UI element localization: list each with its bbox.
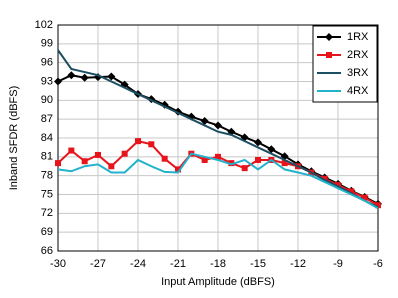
y-tick-label: 90 bbox=[41, 94, 53, 106]
marker bbox=[255, 156, 261, 163]
marker bbox=[335, 182, 341, 189]
y-tick-label: 72 bbox=[41, 207, 53, 219]
marker bbox=[254, 138, 262, 147]
marker bbox=[81, 158, 88, 165]
series-line bbox=[57, 49, 379, 208]
y-tick-label: 96 bbox=[41, 57, 53, 69]
x-tick-label: -27 bbox=[90, 258, 106, 270]
legend-label: 1RX bbox=[347, 31, 369, 43]
legend-box bbox=[312, 25, 378, 103]
marker bbox=[108, 163, 115, 170]
marker bbox=[281, 160, 288, 167]
legend-label: 3RX bbox=[347, 67, 369, 79]
marker bbox=[200, 117, 209, 126]
marker bbox=[228, 160, 235, 167]
marker bbox=[241, 165, 248, 172]
marker bbox=[325, 33, 333, 41]
marker bbox=[348, 188, 355, 195]
y-tick-label: 102 bbox=[35, 19, 53, 31]
legend-label: 2RX bbox=[347, 49, 369, 61]
marker bbox=[161, 155, 168, 162]
x-tick-label: -15 bbox=[250, 258, 266, 270]
x-tick-label: -9 bbox=[333, 258, 343, 270]
x-tick-label: -18 bbox=[210, 258, 226, 270]
y-tick-label: 93 bbox=[41, 75, 53, 87]
x-tick-label: -21 bbox=[170, 258, 186, 270]
y-tick-label: 99 bbox=[41, 38, 53, 50]
y-tick-label: 84 bbox=[41, 132, 53, 144]
marker bbox=[321, 175, 328, 182]
y-tick-label: 69 bbox=[41, 226, 53, 238]
legend-label: 4RX bbox=[347, 85, 369, 97]
marker bbox=[107, 72, 116, 81]
x-tick-label: -6 bbox=[373, 258, 383, 270]
marker bbox=[68, 147, 75, 154]
marker bbox=[95, 151, 101, 158]
marker bbox=[54, 77, 62, 86]
y-tick-label: 75 bbox=[41, 188, 53, 200]
marker bbox=[375, 202, 381, 209]
x-axis-label: Input Amplitude (dBFS) bbox=[161, 276, 275, 288]
y-tick-label: 78 bbox=[41, 170, 53, 182]
marker bbox=[267, 145, 276, 154]
marker bbox=[121, 150, 128, 157]
x-tick-label: -24 bbox=[130, 258, 146, 270]
marker bbox=[135, 138, 141, 145]
y-tick-label: 66 bbox=[41, 245, 53, 257]
series-line bbox=[57, 152, 379, 210]
marker bbox=[201, 156, 208, 163]
marker bbox=[326, 52, 332, 58]
y-axis-label: Inband SFDR (dBFS) bbox=[8, 86, 20, 191]
marker bbox=[214, 121, 222, 130]
marker bbox=[80, 73, 89, 82]
marker bbox=[175, 166, 181, 173]
plot-frame bbox=[57, 24, 379, 252]
marker bbox=[55, 160, 61, 167]
marker bbox=[215, 153, 221, 160]
marker bbox=[361, 194, 368, 201]
marker bbox=[67, 71, 76, 80]
marker bbox=[148, 141, 155, 148]
y-tick-label: 81 bbox=[41, 151, 53, 163]
x-tick-label: -12 bbox=[290, 258, 306, 270]
x-tick-label: -30 bbox=[50, 258, 66, 270]
y-tick-label: 87 bbox=[41, 113, 53, 125]
